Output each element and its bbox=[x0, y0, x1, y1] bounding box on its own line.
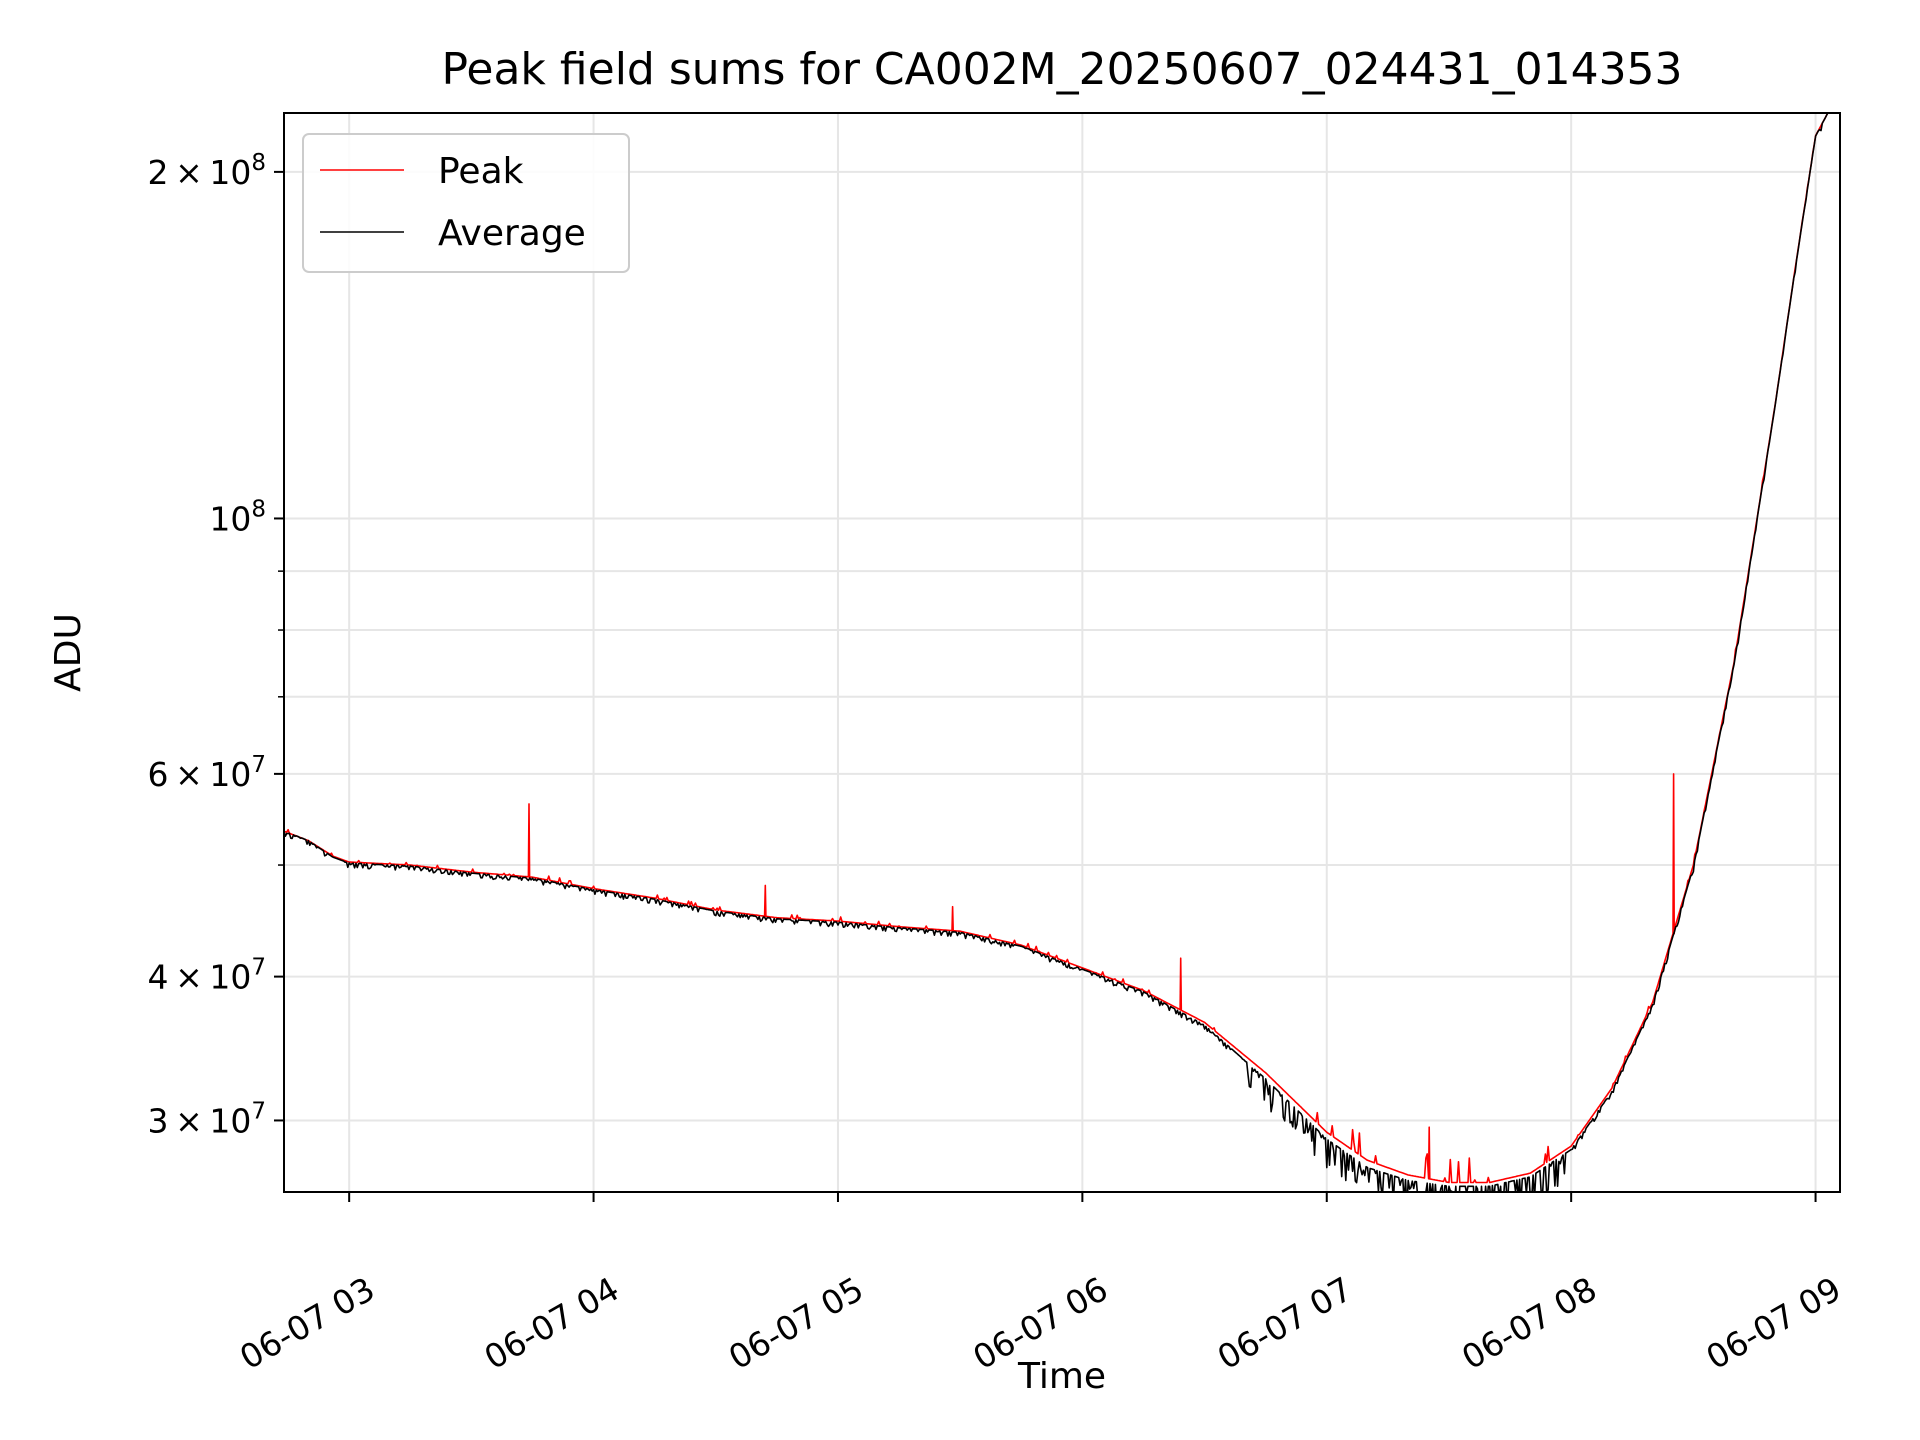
x-axis-title: Time bbox=[1017, 1356, 1106, 1397]
series-group bbox=[284, 113, 1829, 1192]
y-tick-label: 2 × 108 bbox=[148, 150, 266, 192]
legend-label-average: Average bbox=[438, 213, 586, 254]
plot-lines bbox=[284, 113, 1829, 1192]
chart-title: Peak field sums for CA002M_20250607_0244… bbox=[441, 44, 1682, 95]
series-line-average bbox=[284, 113, 1829, 1192]
legend-box bbox=[302, 133, 630, 273]
legend-label-peak: Peak bbox=[438, 151, 524, 192]
series-line-peak bbox=[284, 113, 1829, 1184]
y-tick-label: 4 × 107 bbox=[148, 955, 266, 997]
plot-frame bbox=[283, 112, 1841, 1193]
y-tick-label: 3 × 107 bbox=[148, 1098, 266, 1140]
legend: Peak Average bbox=[302, 133, 630, 273]
y-tick-label: 6 × 107 bbox=[148, 752, 266, 794]
y-axis-title: ADU bbox=[48, 613, 89, 692]
